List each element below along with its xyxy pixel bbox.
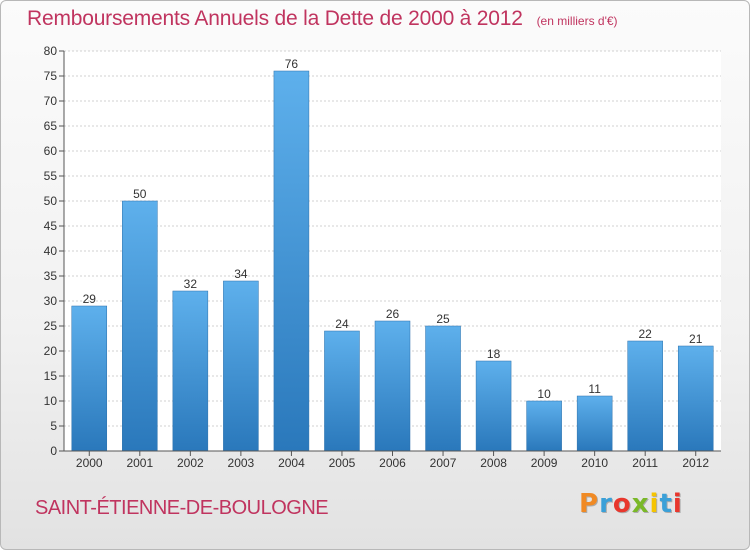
y-tick-label: 70 — [44, 94, 58, 108]
y-tick-label: 45 — [44, 219, 58, 233]
bar-2011 — [627, 340, 663, 452]
x-tick-label: 2000 — [76, 456, 103, 470]
x-tick-label: 2003 — [228, 456, 255, 470]
data-label: 18 — [487, 347, 501, 361]
bars — [71, 70, 714, 452]
x-tick-label: 2006 — [379, 456, 406, 470]
y-tick-label: 15 — [44, 369, 58, 383]
bar-2004 — [273, 70, 310, 452]
x-tick-label: 2010 — [581, 456, 608, 470]
data-label: 26 — [386, 307, 400, 321]
bar-2005 — [324, 330, 360, 452]
bar-2010 — [576, 395, 613, 452]
commune-name: SAINT-ÉTIENNE-DE-BOULOGNE — [35, 497, 329, 519]
data-label: 24 — [335, 317, 349, 331]
y-tick-label: 75 — [44, 69, 58, 83]
y-tick-label: 80 — [44, 44, 58, 58]
x-tick-label: 2011 — [632, 456, 658, 470]
y-tick-label: 20 — [44, 344, 58, 358]
y-tick-label: 40 — [44, 244, 58, 258]
data-label: 32 — [184, 277, 198, 291]
data-label: 29 — [83, 292, 97, 306]
y-tick-label: 10 — [44, 394, 58, 408]
bar-2012 — [677, 345, 714, 452]
logo-letter: i — [649, 489, 660, 519]
y-tick-label: 60 — [44, 144, 58, 158]
logo-letter: o — [612, 489, 632, 519]
x-tick-label: 2001 — [126, 456, 153, 470]
y-tick-label: 50 — [44, 194, 58, 208]
y-tick-label: 25 — [44, 319, 58, 333]
logo-letter: i — [672, 489, 683, 519]
x-tick-label: 2004 — [278, 456, 305, 470]
data-label: 25 — [436, 312, 450, 326]
x-tick-label: 2008 — [480, 456, 507, 470]
bar-2003 — [223, 280, 259, 452]
data-label: 34 — [234, 267, 248, 281]
data-label: 76 — [285, 57, 299, 71]
x-tick-label: 2012 — [682, 456, 709, 470]
data-label: 50 — [133, 187, 147, 201]
data-label: 22 — [639, 327, 653, 341]
x-tick-label: 2002 — [177, 456, 204, 470]
data-label: 10 — [537, 387, 551, 401]
bar-2006 — [374, 320, 411, 452]
chart-title: Remboursements Annuels de la Dette de 20… — [27, 7, 523, 30]
x-tick-label: 2009 — [531, 456, 558, 470]
bar-2002 — [172, 290, 209, 452]
logo-letter: P — [579, 489, 600, 519]
logo-letter: x — [631, 489, 650, 519]
proxiti-logo: Proxiti — [579, 489, 683, 519]
x-tick-label: 2007 — [430, 456, 457, 470]
bar-2007 — [425, 325, 461, 452]
bar-2001 — [122, 200, 158, 452]
bar-2000 — [71, 305, 108, 452]
bar-2008 — [475, 360, 512, 452]
y-tick-label: 5 — [50, 419, 57, 433]
data-label: 11 — [588, 382, 601, 396]
logo-letter: r — [599, 489, 613, 519]
bar-2009 — [526, 400, 562, 452]
chart-title-block: Remboursements Annuels de la Dette de 20… — [27, 7, 618, 31]
y-tick-label: 0 — [50, 444, 57, 458]
logo-letter: t — [659, 489, 673, 519]
axes — [59, 50, 721, 456]
data-label: 21 — [689, 332, 703, 346]
y-tick-label: 35 — [44, 269, 58, 283]
labels: 0 5 10 15 20 25 30 35 40 45 50 55 60 65 70 75 80 29 2000 50… — [44, 44, 710, 470]
y-tick-label: 65 — [44, 119, 58, 133]
y-tick-label: 55 — [44, 169, 58, 183]
chart-subtitle: (en milliers d'€) — [536, 14, 618, 28]
x-tick-label: 2005 — [329, 456, 356, 470]
y-tick-label: 30 — [44, 294, 58, 308]
